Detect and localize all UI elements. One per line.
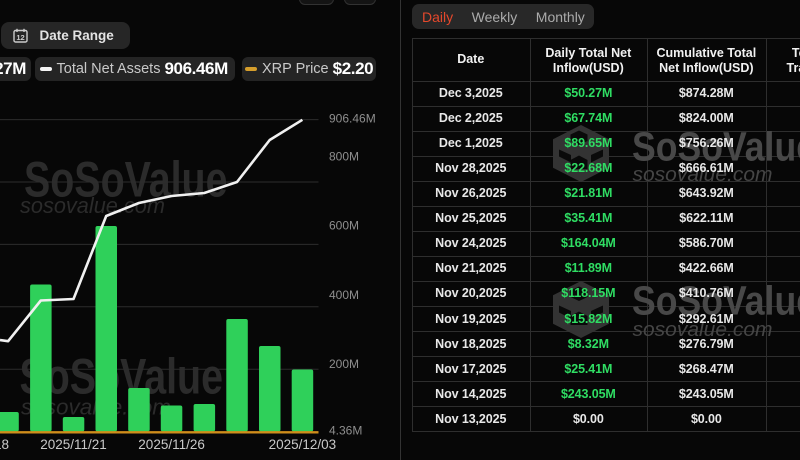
svg-text:12: 12: [16, 33, 24, 42]
svg-text:906.46M: 906.46M: [329, 112, 376, 126]
svg-text:200M: 200M: [329, 357, 359, 371]
svg-text:sosovalue.com: sosovalue.com: [633, 318, 773, 341]
svg-text:2025/11/18: 2025/11/18: [0, 437, 9, 452]
svg-text:SoSoValue: SoSoValue: [20, 349, 224, 405]
svg-text:SoSoValue: SoSoValue: [24, 152, 228, 208]
svg-text:2025/11/26: 2025/11/26: [138, 437, 205, 452]
svg-text:sosovalue.com: sosovalue.com: [633, 163, 773, 186]
svg-text:2025/11/21: 2025/11/21: [40, 437, 107, 452]
svg-text:800M: 800M: [329, 149, 359, 163]
svg-text:sosovalue.com: sosovalue.com: [20, 193, 165, 218]
svg-text:4.36M: 4.36M: [329, 424, 362, 438]
svg-text:SoSoValue: SoSoValue: [632, 278, 800, 324]
svg-text:2025/12/03: 2025/12/03: [269, 437, 337, 452]
svg-text:600M: 600M: [329, 219, 359, 233]
svg-text:SoSoValue: SoSoValue: [632, 124, 800, 170]
svg-text:400M: 400M: [329, 288, 359, 302]
